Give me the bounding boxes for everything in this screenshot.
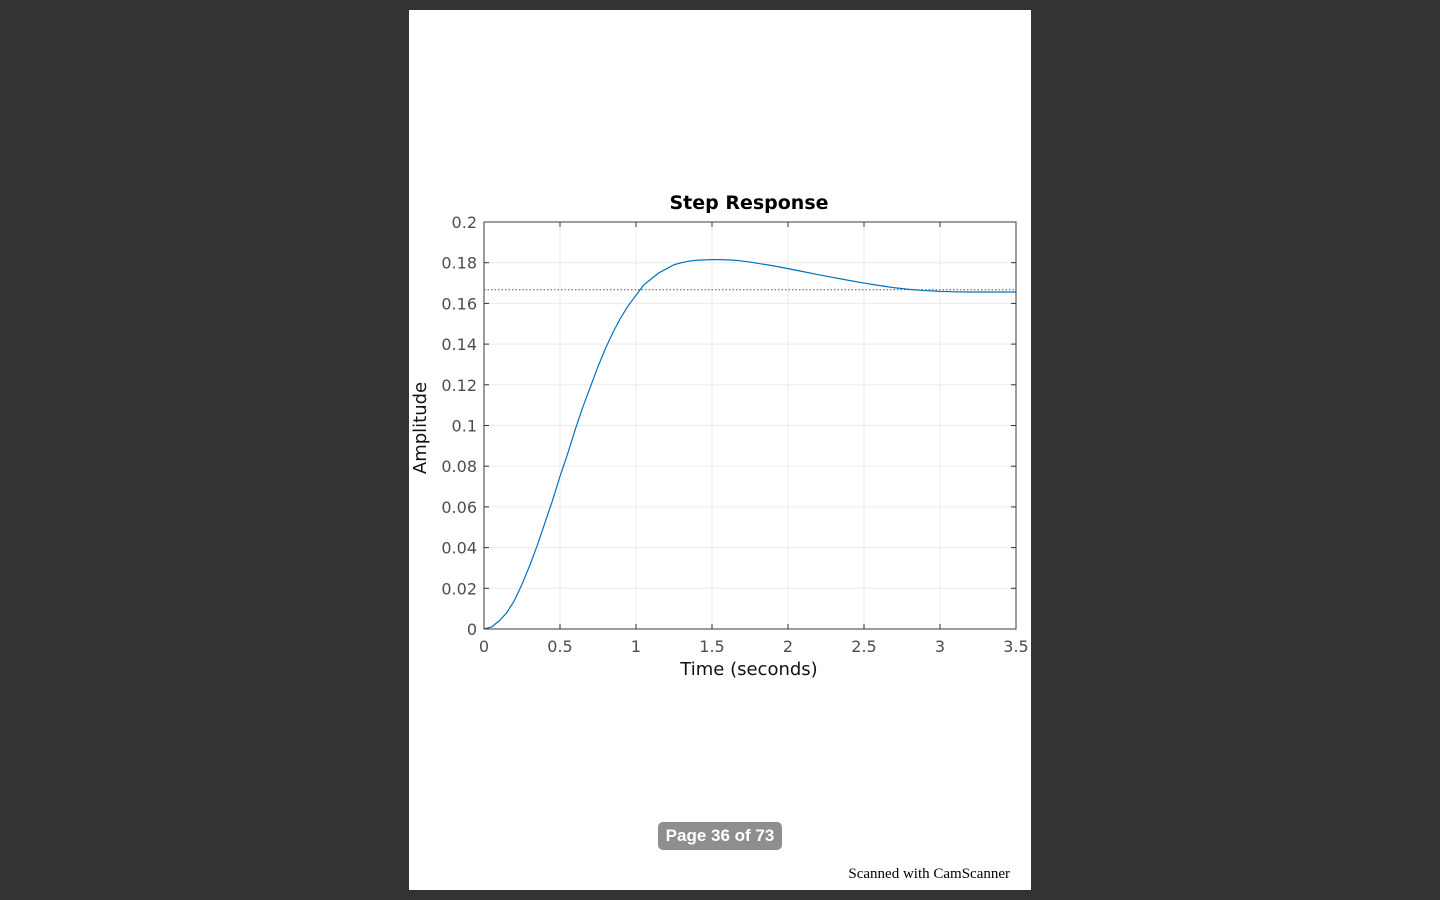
axes-frame bbox=[483, 221, 1017, 630]
y-tick-label: 0.04 bbox=[441, 539, 477, 558]
y-tick-label: 0.08 bbox=[441, 457, 477, 476]
y-tick-label: 0 bbox=[467, 620, 477, 639]
scanner-watermark: Scanned with CamScanner bbox=[848, 866, 1010, 882]
y-tick-label: 0.2 bbox=[452, 213, 477, 232]
x-tick-label: 0.5 bbox=[547, 637, 572, 656]
x-tick-label: 2.5 bbox=[851, 637, 876, 656]
x-tick-label: 3 bbox=[935, 637, 945, 656]
x-tick-label: 2 bbox=[783, 637, 793, 656]
x-tick-label: 1 bbox=[631, 637, 641, 656]
chart-grid bbox=[483, 221, 1017, 630]
tick-labels: 0 0.5 1 1.5 2 2.5 3 3.5 0 0.02 0.04 0.06 0.08 0.1 0.12… bbox=[441, 213, 1028, 656]
y-tick-label: 0.12 bbox=[441, 376, 477, 395]
plot-area bbox=[483, 259, 1016, 630]
step-response-line bbox=[483, 259, 1016, 630]
x-tick-label: 1.5 bbox=[699, 637, 724, 656]
x-axis-label: Time (seconds) bbox=[679, 659, 817, 680]
y-tick-label: 0.02 bbox=[441, 579, 477, 598]
y-tick-label: 0.1 bbox=[452, 417, 477, 436]
x-tick-label: 3.5 bbox=[1003, 637, 1028, 656]
y-tick-label: 0.18 bbox=[441, 254, 477, 273]
page-indicator: Page 36 of 73 bbox=[658, 822, 782, 850]
y-tick-label: 0.14 bbox=[441, 335, 477, 354]
chart-title: Step Response bbox=[669, 192, 828, 214]
y-tick-label: 0.16 bbox=[441, 294, 477, 313]
axes-box bbox=[483, 221, 1017, 630]
y-axis-label: Amplitude bbox=[410, 382, 431, 474]
step-response-chart: 0 0.5 1 1.5 2 2.5 3 3.5 0 0.02 0.04 0.06 0.08 0.1 0.12… bbox=[410, 192, 1029, 680]
y-tick-label: 0.06 bbox=[441, 498, 477, 517]
document-page: 0 0.5 1 1.5 2 2.5 3 3.5 0 0.02 0.04 0.06 0.08 0.1 0.12… bbox=[409, 10, 1031, 890]
x-tick-label: 0 bbox=[479, 637, 489, 656]
